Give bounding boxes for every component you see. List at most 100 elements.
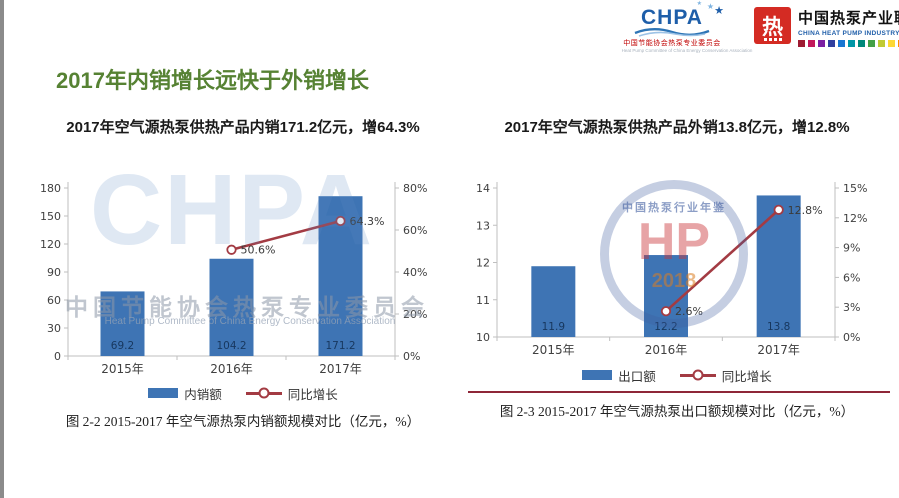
chpa-logo-en: Heat Pump Committee of China Energy Cons… — [621, 48, 753, 54]
strip-square — [888, 40, 895, 47]
legend-item-line: 同比增长 — [245, 384, 338, 403]
combo-chart-exports: 10 11 12 13 14 0% 3% 6% 9% 12% 15% 11.9 12.2 13.8 2015… — [476, 182, 867, 357]
line-point-label: 50.6% — [241, 244, 276, 257]
bar — [644, 255, 688, 337]
legend-item-bar: 出口额 — [582, 366, 656, 385]
header-logos: ★ ★ ★ CHPA 中国节能协会热泵专业委员会 Heat Pump Commi… — [616, 1, 899, 54]
alliance-badge-glyph: 热 — [762, 15, 783, 39]
bar — [531, 266, 576, 337]
strip-square — [868, 40, 875, 47]
x-axis-category-label: 2015年 — [532, 343, 575, 357]
divider-line — [468, 391, 890, 393]
bar — [756, 195, 801, 337]
bar-value-label: 12.2 — [654, 321, 677, 333]
legend-item-line: 同比增长 — [679, 366, 772, 385]
legend-label: 内销额 — [184, 387, 222, 402]
chpa-logo-cn: 中国节能协会热泵专业委员会 — [623, 40, 721, 47]
legend-marker-icon — [258, 387, 270, 399]
star-icon: ★ — [714, 5, 724, 17]
bar-value-label: 13.8 — [767, 321, 790, 333]
star-icon: ★ — [696, 1, 702, 7]
legend-bar-swatch-icon — [148, 388, 179, 398]
x-axis-category-label: 2017年 — [319, 362, 362, 376]
alliance-color-strip — [798, 40, 899, 47]
alliance-name: 中国热泵产业联盟 — [798, 10, 899, 27]
y2-axis-tick-label: 60% — [403, 224, 427, 237]
growth-line — [665, 208, 780, 313]
panel-domestic-sales: 2017年空气源热泵供热产品内销171.2亿元，增64.3% 0 30 60 90 12… — [28, 108, 458, 480]
y2-axis-tick-label: 9% — [843, 242, 860, 255]
bar-value-label: 69.2 — [111, 340, 134, 352]
badge-dots — [763, 38, 782, 41]
bar — [209, 258, 254, 356]
x-axis-category-label: 2016年 — [645, 343, 688, 357]
figure-caption: 图 2-3 2015-2017 年空气源热泵出口额规模对比（亿元，%） — [499, 404, 855, 419]
legend-label: 同比增长 — [721, 369, 772, 384]
alliance-badge-icon: 热 — [754, 7, 791, 44]
growth-line — [231, 219, 341, 251]
x-axis-category-label: 2017年 — [757, 343, 800, 357]
strip-square — [798, 40, 805, 47]
legend-line-swatch-icon — [245, 387, 282, 399]
line-point-label: 64.3% — [350, 215, 385, 228]
y-axis-tick-label: 10 — [476, 331, 490, 344]
chart-area-exports: 10 11 12 13 14 0% 3% 6% 9% 12% 15% 11.9 12.2 13.8 2015… — [462, 174, 892, 362]
legend-line-swatch-icon — [679, 369, 716, 381]
y2-axis-tick-label: 0% — [403, 350, 420, 363]
panel-heading: 2017年空气源热泵供热产品外销13.8亿元，增12.8% — [504, 119, 850, 136]
line-marker — [335, 215, 346, 227]
panel-heading: 2017年空气源热泵供热产品内销171.2亿元，增64.3% — [66, 119, 420, 136]
strip-square — [838, 40, 845, 47]
combo-chart-domestic: 0 30 60 90 120 150 180 0% 20% 40% 60% 80% 69.2 104.2 1… — [40, 182, 427, 376]
x-axis-category-label: 2015年 — [101, 362, 144, 376]
figure-caption: 图 2-2 2015-2017 年空气源热泵内销额规模对比（亿元，%） — [65, 414, 421, 429]
y-axis-tick-label: 150 — [40, 210, 61, 223]
y-axis-tick-label: 90 — [47, 266, 61, 279]
star-icon: ★ — [706, 2, 714, 11]
slide-left-border — [0, 0, 4, 498]
chart-legend: 出口额 同比增长 — [462, 366, 892, 384]
chpa-logo: ★ ★ ★ CHPA 中国节能协会热泵专业委员会 Heat Pump Commi… — [616, 1, 753, 54]
line-point-label: 2.6% — [675, 305, 703, 318]
panel-exports: 2017年空气源热泵供热产品外销13.8亿元，增12.8% 10 11 12 13 14… — [462, 108, 892, 480]
line-point-label: 12.8% — [788, 204, 823, 217]
y-axis-tick-label: 180 — [40, 182, 61, 195]
legend-label: 出口额 — [618, 369, 656, 384]
chart-legend: 内销额 同比增长 — [28, 384, 458, 402]
line-marker — [773, 204, 784, 215]
y2-axis-tick-label: 6% — [843, 271, 860, 284]
y2-axis-tick-label: 40% — [403, 266, 427, 279]
bar-value-label: 171.2 — [325, 340, 355, 352]
y2-axis-tick-label: 12% — [843, 212, 867, 225]
y-axis-tick-label: 0 — [54, 350, 61, 363]
wave-icon — [634, 28, 710, 37]
line-marker — [660, 306, 672, 317]
bar-value-label: 11.9 — [542, 321, 565, 333]
line-marker — [226, 244, 237, 255]
y2-axis-tick-label: 0% — [843, 331, 860, 344]
y-axis-tick-label: 13 — [476, 219, 490, 232]
y2-axis-tick-label: 20% — [403, 308, 427, 321]
strip-square — [878, 40, 885, 47]
y-axis-tick-label: 14 — [476, 182, 490, 195]
y2-axis-tick-label: 15% — [843, 182, 867, 195]
y2-axis-tick-label: 3% — [843, 301, 860, 314]
strip-square — [818, 40, 825, 47]
strip-square — [848, 40, 855, 47]
alliance-logo: 热 中国热泵产业联盟 CHINA HEAT PUMP INDUSTRY ALLI… — [754, 7, 899, 47]
alliance-text: 中国热泵产业联盟 CHINA HEAT PUMP INDUSTRY ALLIAN… — [798, 7, 899, 47]
strip-square — [828, 40, 835, 47]
legend-bar-swatch-icon — [582, 370, 613, 380]
y-axis-tick-label: 11 — [476, 294, 490, 307]
alliance-name-en: CHINA HEAT PUMP INDUSTRY ALLIANCE — [798, 30, 899, 37]
strip-square — [808, 40, 815, 47]
bar-value-label: 104.2 — [216, 340, 246, 352]
y2-axis-tick-label: 80% — [403, 182, 427, 195]
y-axis-tick-label: 60 — [47, 294, 61, 307]
legend-marker-icon — [692, 369, 704, 381]
y-axis-tick-label: 120 — [40, 238, 61, 251]
page-title: 2017年内销增长远快于外销增长 — [56, 67, 369, 93]
x-axis-category-label: 2016年 — [210, 362, 253, 376]
legend-item-bar: 内销额 — [148, 384, 222, 403]
